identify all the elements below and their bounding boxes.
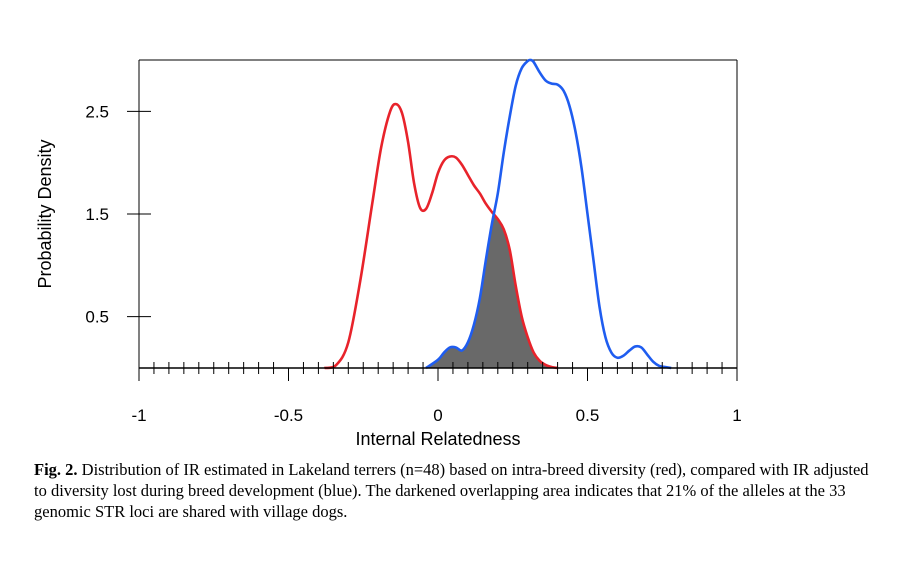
overlap-shaded-area [424,214,558,369]
x-tick-label: 0 [433,406,442,425]
blue-density-curve [425,58,672,370]
density-curves [324,58,672,370]
x-tick-label: -1 [131,406,146,425]
x-tick-label: 1 [732,406,741,425]
x-axis-title: Internal Relatedness [355,429,520,449]
plot-frame [138,59,738,368]
y-tick-label: 1.5 [85,205,109,224]
x-tick-label: 0.5 [576,406,600,425]
x-tick-label: -0.5 [274,406,303,425]
y-tick-label: 2.5 [85,102,109,121]
figure-caption: Fig. 2. Distribution of IR estimated in … [34,459,884,522]
y-axis-title: Probability Density [35,139,55,288]
red-density-curve [324,102,558,370]
overlap-area [424,214,558,369]
caption-text: Distribution of IR estimated in Lakeland… [34,460,869,521]
figure-label: Fig. 2. [34,460,78,479]
density-chart: -1 -0.5 0 0.5 1 0.5 1.5 2.5 Internal Relatednes… [35,58,742,449]
y-tick-label: 0.5 [85,308,109,327]
axes: -1 -0.5 0 0.5 1 0.5 1.5 2.5 [85,102,741,425]
